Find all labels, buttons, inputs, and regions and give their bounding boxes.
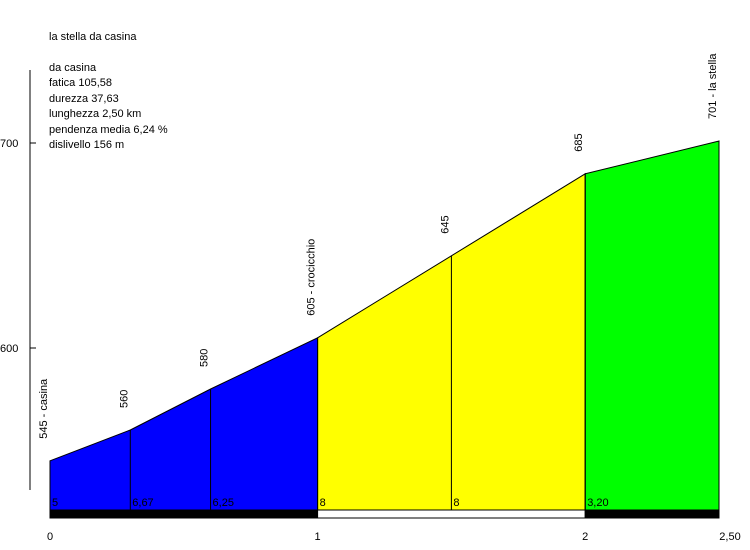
durezza-value: durezza 37,63 [49, 92, 119, 105]
profile-fill-km-1 [49, 337, 319, 511]
start-label: da casina [49, 61, 97, 74]
gradient-label-1: 6,67 [132, 497, 153, 509]
gradient-label-3: 8 [320, 497, 326, 509]
segment-dividers [49, 140, 720, 510]
lunghezza-value: lunghezza 2,50 km [49, 108, 142, 120]
x-tick-label-2: 2 [582, 531, 588, 543]
profile-fill-km-3 [584, 140, 720, 511]
x-tick-label-3: 2,50 [719, 531, 740, 543]
gradient-label-5: 3,20 [587, 497, 608, 509]
elevation-label-0: 545 - casina [38, 378, 50, 439]
km-bar-segment-2 [317, 509, 586, 519]
elevation-label-5: 685 [573, 133, 585, 151]
km-bar [49, 509, 720, 519]
profile-fills [49, 140, 720, 511]
elevation-label-3: 605 - crocicchio [306, 239, 318, 316]
elevation-label-6: 701 - la stella [707, 53, 719, 119]
climb-info-panel: la stella da casina da casina fatica 105… [49, 30, 168, 154]
elevation-labels: 545 - casina 560 580 605 - crocicchio 645 685… [38, 53, 719, 439]
fatica-value: fatica 105,58 [49, 77, 112, 89]
km-bar-segment-3 [584, 509, 720, 519]
gradient-labels: 5 6,67 6,25 8 8 3,20 [52, 497, 609, 509]
gradient-label-2: 6,25 [213, 497, 234, 509]
elevation-label-1: 560 [118, 390, 130, 408]
elevation-label-2: 580 [199, 349, 211, 367]
gradient-label-4: 8 [453, 497, 459, 509]
y-tick-label-700: 700 [0, 138, 18, 150]
x-axis-ticks: 0 1 2 2,50 [47, 531, 741, 543]
x-tick-label-1: 1 [315, 531, 321, 543]
info-spacer [49, 46, 168, 61]
dislivello-value: dislivello 156 m [49, 139, 125, 151]
x-tick-label-0: 0 [47, 531, 53, 543]
pendenza-value: pendenza media 6,24 % [49, 123, 168, 136]
elevation-label-4: 645 [439, 215, 451, 233]
km-bar-segment-1 [49, 509, 319, 519]
y-tick-label-600: 600 [0, 343, 18, 355]
gradient-label-0: 5 [52, 497, 58, 509]
chart-title: la stella da casina [49, 31, 137, 43]
y-axis-ticks: 600 700 [0, 138, 36, 355]
